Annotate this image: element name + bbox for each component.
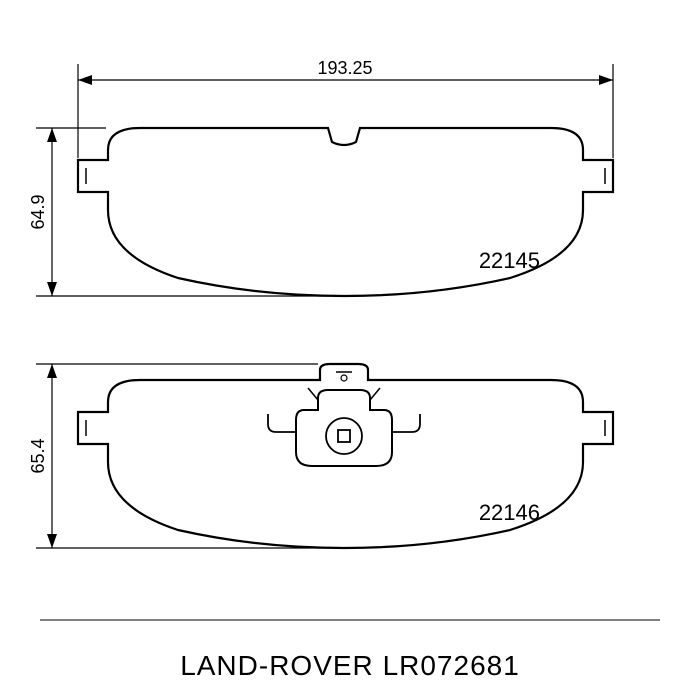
part-number-label: LR072681 bbox=[383, 650, 520, 681]
top-part-number: 22145 bbox=[479, 248, 540, 273]
center-clip-icon bbox=[268, 372, 420, 466]
bottom-brake-pad: 65.4 22146 bbox=[28, 364, 613, 548]
width-dimension: 193.25 bbox=[78, 58, 613, 158]
bottom-height-dimension: 65.4 bbox=[28, 364, 330, 548]
footer-caption: LAND-ROVER LR072681 bbox=[0, 650, 700, 682]
top-height-value: 64.9 bbox=[28, 194, 48, 229]
brand-label: LAND-ROVER bbox=[180, 650, 374, 681]
bottom-height-value: 65.4 bbox=[28, 438, 48, 473]
top-brake-pad: 193.25 64.9 22145 bbox=[28, 58, 613, 296]
bottom-part-number: 22146 bbox=[479, 500, 540, 525]
top-height-dimension: 64.9 bbox=[28, 128, 330, 296]
diagram-canvas: 193.25 64.9 22145 bbox=[0, 0, 700, 700]
width-value: 193.25 bbox=[317, 58, 372, 78]
